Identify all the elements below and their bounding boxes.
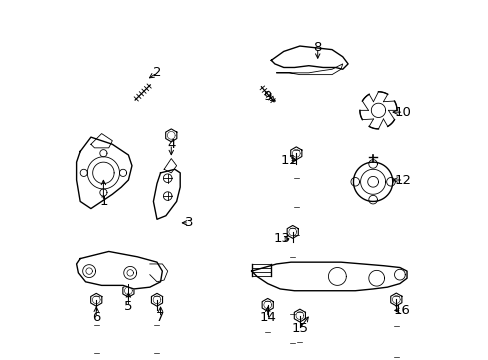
Polygon shape: [383, 101, 396, 111]
Polygon shape: [77, 137, 132, 208]
Text: 1: 1: [99, 195, 107, 208]
Text: 11: 11: [280, 154, 297, 167]
Text: 14: 14: [259, 311, 276, 324]
Polygon shape: [276, 64, 342, 75]
Text: 3: 3: [184, 216, 193, 229]
Text: 9: 9: [263, 90, 271, 103]
Polygon shape: [383, 111, 394, 126]
Polygon shape: [362, 94, 373, 111]
Polygon shape: [271, 46, 347, 69]
Text: 16: 16: [392, 304, 409, 317]
Text: 7: 7: [156, 311, 164, 324]
Polygon shape: [359, 111, 373, 120]
Polygon shape: [77, 251, 162, 289]
Polygon shape: [373, 92, 387, 102]
Text: 13: 13: [273, 233, 290, 246]
Text: 8: 8: [313, 41, 321, 54]
Text: 6: 6: [92, 311, 100, 324]
Text: 12: 12: [394, 174, 411, 186]
Polygon shape: [164, 158, 176, 173]
Polygon shape: [353, 162, 392, 202]
Text: 15: 15: [291, 322, 308, 335]
Polygon shape: [149, 264, 167, 282]
Text: 5: 5: [124, 300, 132, 313]
Text: 4: 4: [167, 138, 175, 151]
Text: 10: 10: [394, 105, 411, 119]
Polygon shape: [91, 134, 112, 148]
Polygon shape: [153, 169, 180, 219]
Polygon shape: [251, 262, 406, 291]
Polygon shape: [368, 119, 383, 129]
Text: 2: 2: [152, 66, 161, 79]
